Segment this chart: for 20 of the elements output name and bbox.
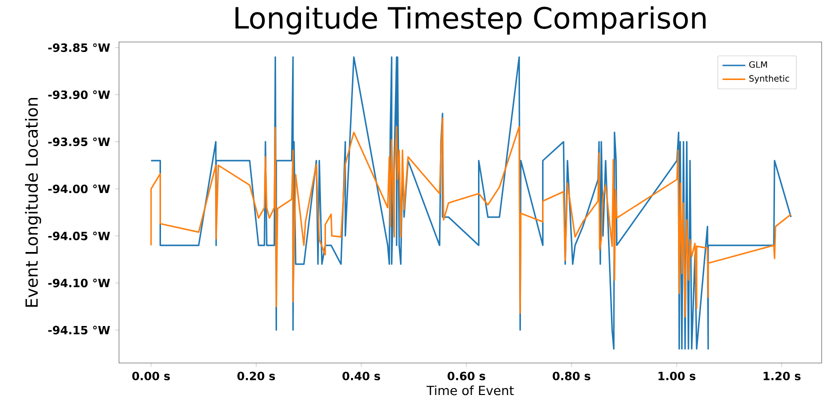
x-axis-title: Time of Event [426,385,514,396]
x-tick-label: 0.40 s [342,372,380,380]
x-tick-label: 0.60 s [448,372,486,380]
y-tick-label: -94.10 °W [48,278,110,288]
y-tick-label: -94.15 °W [48,326,110,334]
x-tick-label: 0.20 s [237,372,275,380]
x-tick-label: 0.00 s [132,372,170,380]
line-series [150,118,792,318]
y-tick-label: -94.05 °W [48,232,110,240]
legend-label: Synthetic [749,74,790,84]
y-tick-label: -94.00 °W [48,184,110,194]
chart-title: Longitude Timestep Comparison [236,6,706,35]
x-tick-label: 1.00 s [658,372,696,380]
y-tick-label: -93.85 °W [48,43,110,52]
y-axis-title: Event Longitude Location [25,98,42,307]
y-tick-label: -93.90 °W [48,90,110,100]
y-tick-label: -93.95 °W [48,137,110,146]
legend-label: GLM [749,61,767,68]
x-tick-label: 0.80 s [552,372,590,380]
x-tick-label: 1.20 s [764,372,801,380]
